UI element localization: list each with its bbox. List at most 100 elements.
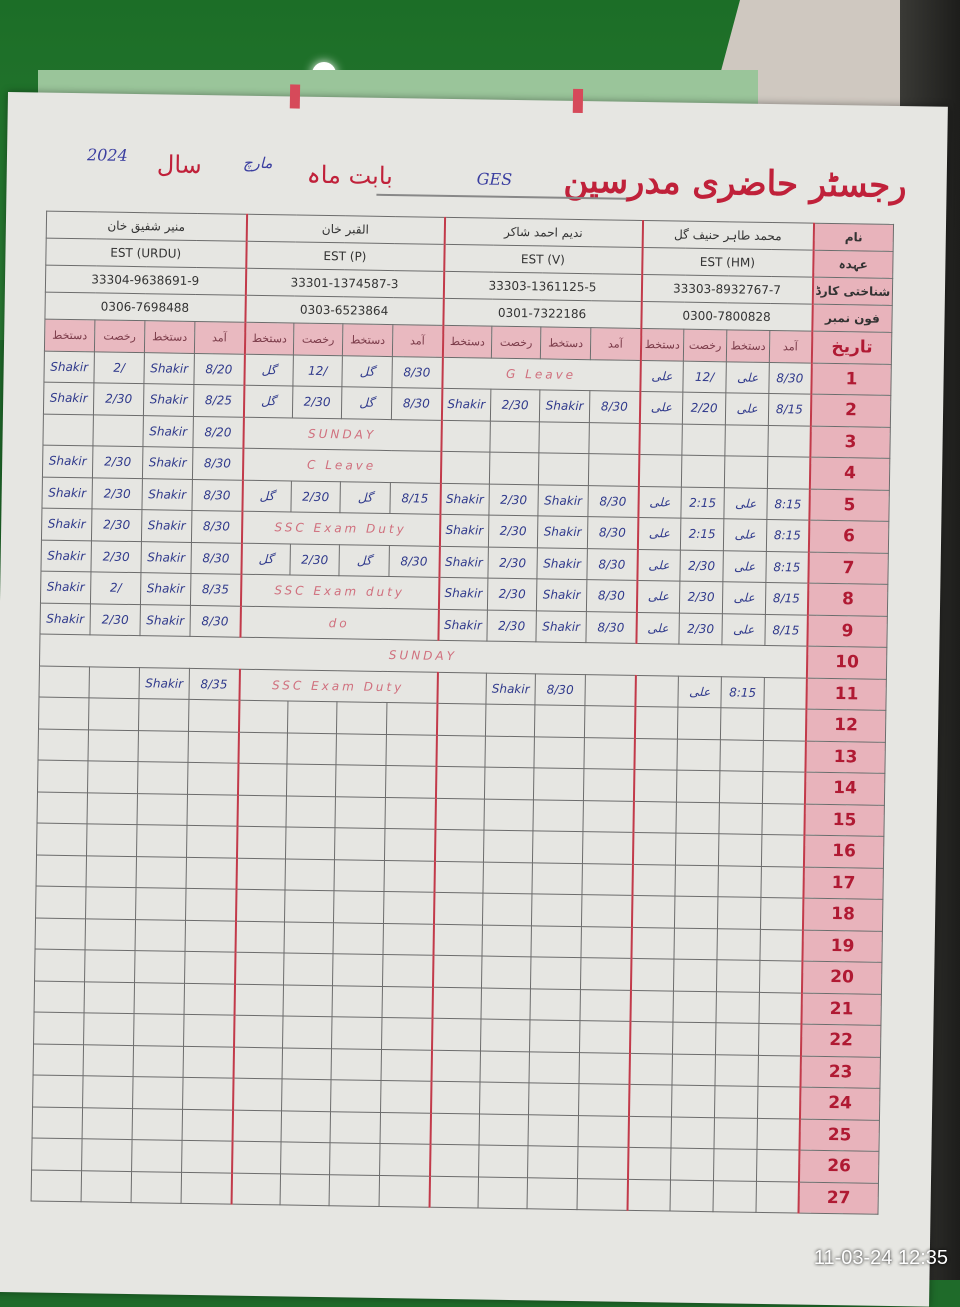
attendance-cell: 8/30	[768, 361, 812, 395]
attendance-cell	[331, 1016, 383, 1049]
attendance-cell	[35, 886, 87, 919]
attendance-cell: 8/15	[768, 393, 811, 426]
attendance-cell	[584, 705, 635, 738]
attendance-cell: 8/30	[191, 510, 242, 543]
attendance-cell	[87, 760, 138, 794]
attendance-cell	[432, 955, 482, 988]
attendance-cell	[482, 893, 532, 926]
teacher-name: ندیم احمد شاکر	[444, 217, 643, 248]
attendance-cell	[672, 1022, 716, 1055]
attendance-cell	[529, 988, 581, 1021]
attendance-cell: Shakir	[438, 545, 489, 579]
attendance-cell: 2/30	[488, 515, 538, 548]
attendance-cell	[638, 422, 683, 456]
attendance-cell	[35, 917, 86, 950]
attendance-cell: 2/	[93, 351, 145, 384]
attendance-cell	[484, 735, 535, 768]
attendance-cell	[578, 1115, 629, 1148]
sub-header: دستخط	[640, 328, 684, 361]
attendance-cell	[285, 826, 335, 860]
attendance-cell	[138, 698, 189, 731]
attendance-cell	[32, 1106, 83, 1139]
attendance-cell	[579, 1020, 630, 1053]
attendance-cell	[231, 1141, 282, 1174]
attendance-cell: Shakir	[138, 667, 190, 700]
attendance-cell	[382, 954, 433, 987]
attendance-cell	[758, 1023, 801, 1056]
attendance-cell	[670, 1148, 714, 1181]
day-number: 25	[798, 1118, 880, 1152]
group-note: C Leave	[242, 448, 441, 483]
attendance-cell	[380, 1080, 432, 1113]
attendance-cell	[676, 770, 720, 803]
attendance-cell	[184, 951, 236, 984]
attendance-cell	[724, 455, 768, 488]
teacher-cnic: 33301-1374587-3	[245, 268, 444, 299]
attendance-cell: 8/30	[190, 541, 242, 575]
attendance-cell	[329, 1142, 381, 1175]
attendance-cell	[132, 1108, 183, 1141]
attendance-cell: علی	[636, 580, 680, 613]
group-note: do	[239, 605, 439, 641]
attendance-cell	[718, 802, 763, 835]
attendance-cell: گل	[243, 353, 294, 387]
attendance-cell	[578, 1083, 629, 1116]
day-number: 5	[808, 488, 890, 522]
attendance-cell	[233, 1046, 283, 1079]
attendance-cell	[714, 1054, 759, 1087]
attendance-cell	[532, 799, 584, 832]
day-number: 20	[801, 961, 883, 994]
attendance-cell	[85, 918, 136, 951]
teacher-phone: 0300-7800828	[640, 301, 813, 332]
attendance-cell	[37, 760, 89, 793]
attendance-cell	[185, 888, 237, 921]
attendance-cell	[761, 834, 804, 867]
attendance-cell: علی	[722, 581, 766, 614]
attendance-cell	[88, 666, 140, 699]
attendance-cell: Shakir	[43, 382, 94, 415]
attendance-cell: 2:15	[680, 486, 725, 519]
attendance-cell	[333, 922, 384, 955]
attendance-cell	[638, 454, 682, 487]
attendance-cell	[435, 766, 485, 799]
attendance-cell	[481, 956, 531, 989]
attendance-cell: علی	[639, 359, 684, 393]
day-number: 2	[810, 394, 892, 427]
attendance-cell	[336, 701, 387, 735]
attendance-cell	[186, 856, 237, 890]
attendance-cell	[283, 984, 333, 1017]
attendance-cell	[633, 737, 678, 771]
attendance-cell	[282, 1015, 333, 1049]
attendance-cell: Shakir	[143, 383, 194, 416]
attendance-cell	[627, 1115, 672, 1149]
attendance-cell: Shakir	[441, 388, 491, 421]
attendance-cell	[84, 981, 135, 1014]
day-number: 11	[805, 677, 887, 711]
teacher-name: محمد طاہر حنیف گل	[642, 220, 814, 251]
attendance-cell	[715, 1022, 759, 1055]
attendance-cell	[628, 1052, 673, 1086]
attendance-cell: Shakir	[437, 608, 488, 642]
attendance-cell	[385, 765, 436, 798]
attendance-cell	[38, 697, 89, 730]
attendance-cell: 2/30	[93, 382, 144, 416]
attendance-cell	[716, 928, 761, 961]
attendance-cell	[32, 1075, 84, 1108]
attendance-cell: Shakir	[142, 446, 193, 479]
attendance-cell	[133, 1045, 184, 1078]
school-value: GES	[476, 169, 513, 189]
attendance-cell	[237, 731, 288, 764]
attendance-cell	[479, 1113, 529, 1146]
attendance-cell	[332, 953, 383, 986]
attendance-cell: علی	[637, 485, 682, 519]
attendance-cell: 8/15	[389, 482, 441, 515]
attendance-cell	[232, 1109, 282, 1142]
attendance-cell	[88, 697, 139, 731]
attendance-cell	[716, 959, 760, 992]
day-number: 19	[801, 929, 883, 963]
attendance-cell: 2/30	[90, 540, 142, 573]
attendance-cell	[429, 1175, 479, 1209]
attendance-cell	[233, 1015, 284, 1048]
attendance-cell	[235, 920, 285, 953]
row-label-name: نام	[813, 223, 894, 252]
